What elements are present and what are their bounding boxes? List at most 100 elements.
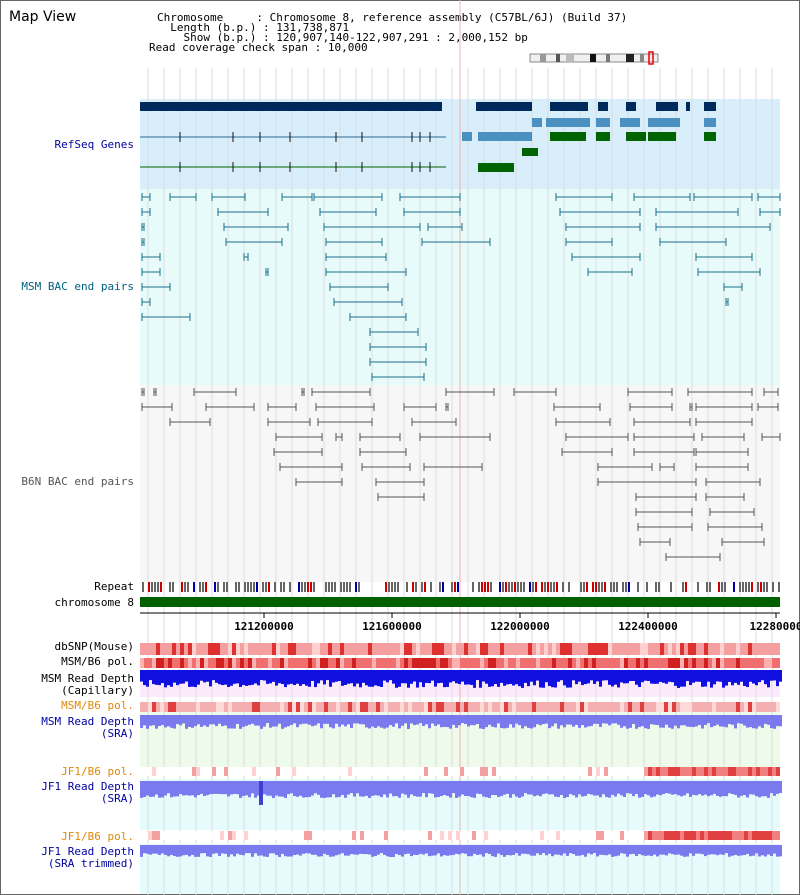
depth-bar [614, 670, 617, 685]
label-msm-depth-sra[interactable]: MSM Read Depth (SRA) [41, 716, 134, 740]
depth-bar [395, 845, 398, 855]
depth-bar [428, 715, 431, 729]
depth-bar [497, 781, 500, 797]
depth-bar [695, 670, 698, 682]
heat-cell [336, 643, 340, 655]
heat-cell [644, 643, 648, 655]
depth-bar [146, 845, 149, 854]
heat-cell [676, 658, 680, 668]
heat-cell [648, 767, 652, 776]
span-value: 10,000 [327, 41, 368, 54]
heat-cell [412, 658, 416, 668]
label-msm-pol[interactable]: MSM/B6 pol. [61, 655, 134, 668]
heat-cell [256, 702, 260, 712]
depth-bar [155, 845, 158, 854]
heat-cell [544, 831, 548, 840]
repeat-element [346, 582, 348, 592]
depth-bar [182, 845, 185, 856]
depth-bar [227, 845, 230, 857]
depth-bar [704, 670, 707, 687]
depth-bar [668, 715, 671, 728]
heat-cell [288, 658, 292, 668]
heat-cell [152, 643, 156, 655]
heat-cell [212, 702, 216, 712]
label-msm-depth-cap[interactable]: MSM Read Depth (Capillary) [41, 673, 134, 697]
depth-bar [572, 845, 575, 855]
refseq-genes-track[interactable] [140, 102, 716, 172]
depth-bar [332, 781, 335, 795]
heat-cell [344, 831, 348, 840]
depth-bar [563, 715, 566, 728]
depth-bar [158, 670, 161, 686]
label-jf1-pol-2[interactable]: JF1/B6 pol. [61, 830, 134, 843]
chromosome-ideogram[interactable] [529, 51, 659, 65]
heat-cell [600, 658, 604, 668]
heat-cell [468, 702, 472, 712]
heatmap-tracks[interactable] [140, 643, 780, 840]
heat-cell [228, 831, 232, 840]
heat-cell [148, 643, 152, 655]
label-jf1-depth-trim[interactable]: JF1 Read Depth (SRA trimmed) [41, 846, 134, 870]
label-jf1-depth-sra[interactable]: JF1 Read Depth (SRA) [41, 781, 134, 805]
heat-cell [292, 643, 296, 655]
depth-bar [536, 715, 539, 725]
heat-cell [540, 702, 544, 712]
depth-bar [482, 715, 485, 729]
label-b6n-bac[interactable]: B6N BAC end pairs [21, 475, 134, 488]
heat-cell [584, 702, 588, 712]
heat-cell [420, 702, 424, 712]
depth-bar [323, 715, 326, 724]
depth-bar [524, 845, 527, 854]
depth-bar [347, 781, 350, 795]
depth-bar [560, 781, 563, 795]
heat-cell [632, 658, 636, 668]
label-refseq-genes[interactable]: RefSeq Genes [54, 138, 134, 151]
heat-cell [756, 831, 760, 840]
heat-cell [696, 831, 700, 840]
heat-cell [496, 831, 500, 840]
label-msm-pol-2[interactable]: MSM/B6 pol. [61, 699, 134, 712]
read-depth-tracks[interactable] [140, 670, 782, 857]
label-repeat[interactable]: Repeat [94, 580, 134, 593]
heat-cell [172, 702, 176, 712]
depth-bar [203, 715, 206, 726]
depth-bar [278, 781, 281, 797]
repeat-element [439, 582, 441, 592]
heat-cell [352, 658, 356, 668]
repeat-element [184, 582, 186, 592]
repeat-track[interactable] [142, 582, 780, 592]
heat-cell [596, 658, 600, 668]
depth-bar [338, 845, 341, 855]
label-dbsnp[interactable]: dbSNP(Mouse) [54, 640, 134, 653]
heat-cell [300, 643, 304, 655]
heat-cell [508, 767, 512, 776]
axis-tick-label: 121600000 [362, 620, 422, 633]
depth-bar [605, 845, 608, 856]
heat-cell [140, 643, 144, 655]
depth-bar [443, 670, 446, 688]
depth-bar [344, 670, 347, 685]
repeat-element [394, 582, 396, 592]
msm-bac-pairs-track[interactable] [141, 193, 781, 381]
repeat-element [763, 582, 765, 592]
heat-cell [200, 702, 204, 712]
heat-cell [232, 767, 236, 776]
depth-bar [695, 715, 698, 727]
depth-bar [257, 670, 260, 686]
heat-cell [248, 702, 252, 712]
depth-bar [368, 845, 371, 855]
heat-cell [360, 658, 364, 668]
depth-bar [203, 845, 206, 854]
label-jf1-pol[interactable]: JF1/B6 pol. [61, 765, 134, 778]
repeat-element [247, 582, 249, 592]
b6n-bac-pairs-track[interactable] [141, 388, 781, 561]
label-msm-bac[interactable]: MSM BAC end pairs [21, 280, 134, 293]
repeat-element [310, 582, 312, 592]
depth-bar [212, 845, 215, 854]
heat-cell [472, 658, 476, 668]
heat-cell [636, 767, 640, 776]
depth-bar [341, 845, 344, 854]
depth-bar [173, 670, 176, 683]
gene-block [546, 118, 590, 127]
depth-bar [479, 845, 482, 855]
